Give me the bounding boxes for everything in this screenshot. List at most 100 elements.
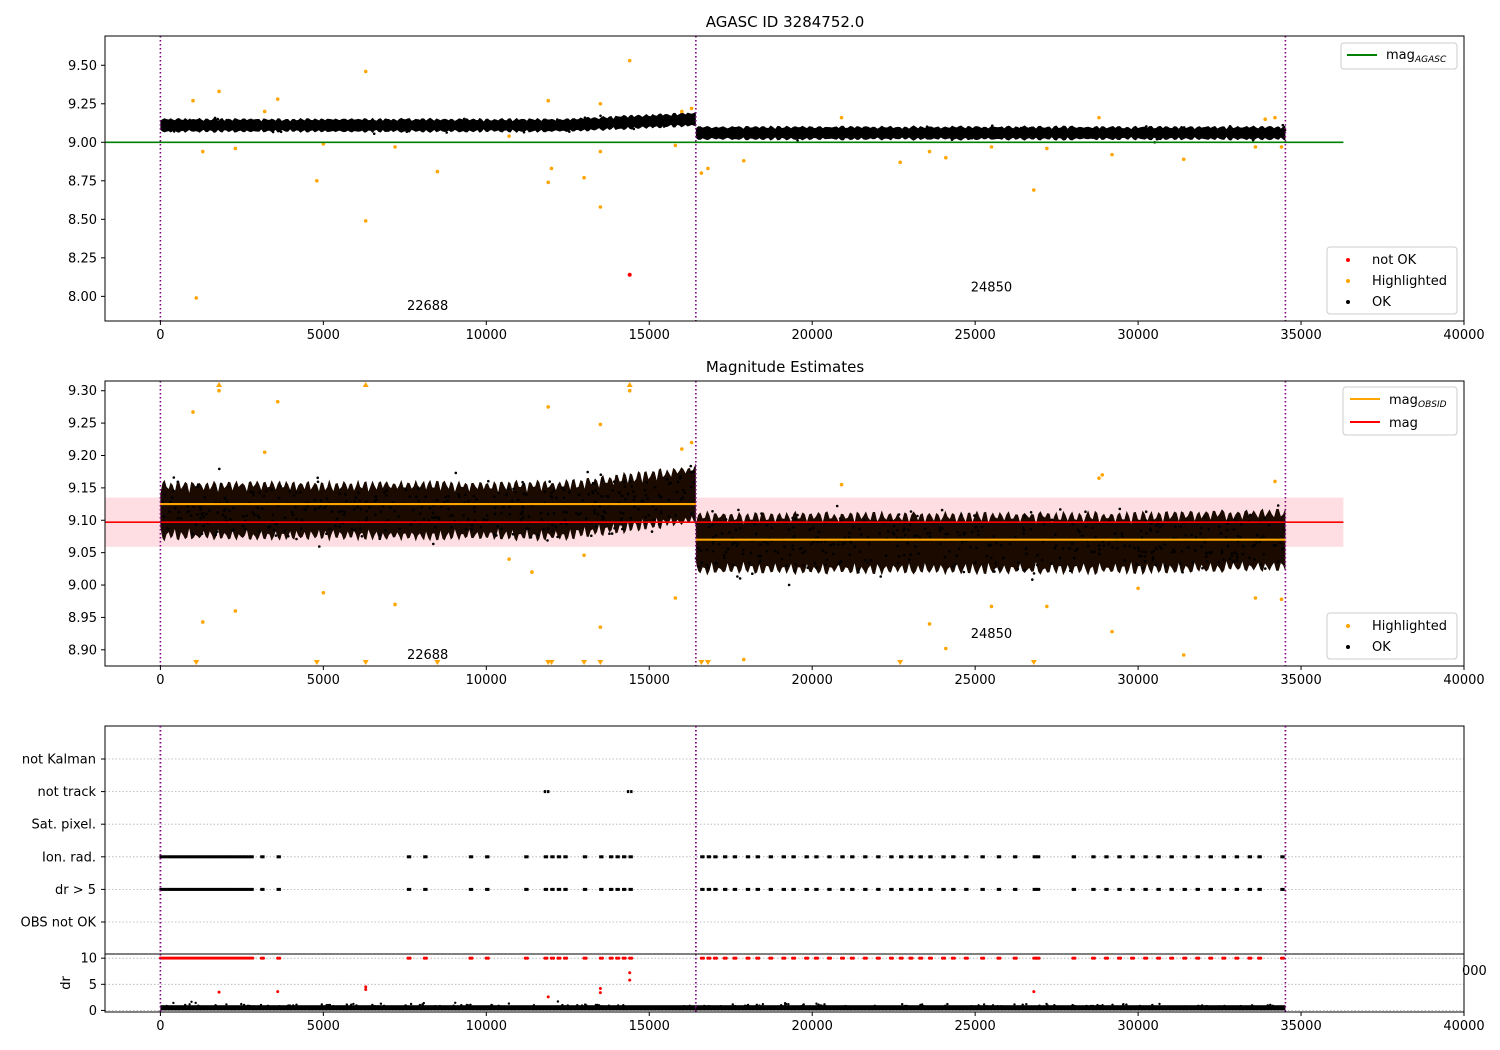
ok-point [1227, 544, 1230, 548]
flag-point [178, 887, 181, 891]
y-tick-label: 10 [80, 952, 97, 967]
flag-point [863, 855, 866, 859]
highlighted-point [989, 604, 994, 609]
flag-point [162, 855, 165, 859]
highlighted-point [680, 447, 684, 451]
highlighted-point [944, 646, 948, 651]
ok-point [765, 549, 769, 553]
ok-point [450, 526, 453, 529]
flag-point [584, 887, 588, 891]
ok-point [473, 125, 477, 128]
ok-point [348, 125, 351, 129]
dr-point [1125, 1003, 1128, 1006]
ok-point [374, 495, 378, 498]
flag-point [187, 887, 190, 891]
dr-point [901, 1003, 904, 1006]
ok-point [1205, 132, 1208, 136]
ok-point [675, 119, 679, 123]
flag-row-label: OBS not OK [21, 916, 97, 931]
highlighted-point [927, 149, 932, 154]
ok-point [864, 126, 868, 130]
ok-point [1220, 551, 1224, 555]
flag-point [827, 887, 830, 891]
ok-point [261, 507, 264, 511]
dr-clipped-point [1171, 956, 1175, 960]
flag-point [715, 887, 718, 891]
ok-point [173, 506, 177, 510]
ok-point [1086, 544, 1090, 548]
dr-clipped-point [1158, 956, 1162, 960]
ok-point [630, 485, 634, 488]
panel-agasc-title: AGASC ID 3284752.0 [706, 13, 865, 31]
flag-point [163, 887, 166, 891]
ok-point [623, 485, 627, 488]
ok-point [417, 499, 421, 503]
ok-band [160, 111, 696, 133]
ok-point [757, 554, 760, 558]
ok-point [508, 505, 512, 509]
ok-point [308, 126, 312, 130]
ok-point [215, 123, 218, 126]
ok-point [219, 483, 223, 487]
ok-point [1150, 129, 1153, 133]
dr-point [350, 1003, 353, 1006]
flag-point [190, 855, 193, 859]
flag-point [169, 855, 172, 859]
flag-point [700, 855, 703, 859]
flag-point [1208, 887, 1211, 891]
flag-point [215, 887, 218, 891]
flag-point [1106, 887, 1109, 891]
dr-outlier [364, 985, 368, 989]
ok-point [330, 510, 334, 513]
ok-point [711, 510, 714, 513]
obsid-label: 24850 [971, 627, 1012, 642]
flag-point [964, 855, 967, 859]
ok-point [1156, 530, 1159, 533]
ok-point [665, 477, 669, 481]
flag-point [1195, 887, 1198, 891]
ok-band [695, 125, 1286, 141]
flag-point [1184, 855, 1187, 859]
legend-label: OK [1372, 295, 1391, 310]
ok-point [412, 508, 415, 512]
ok-point [823, 540, 827, 543]
dr-point [660, 1006, 663, 1010]
y-tick-label: 9.15 [68, 481, 97, 496]
flag-point [900, 887, 904, 891]
dr-point [674, 1006, 677, 1010]
ok-point [796, 139, 799, 142]
ok-point [639, 121, 643, 125]
ok-point [838, 517, 842, 520]
ok-point [796, 513, 799, 517]
flag-point [617, 887, 620, 891]
ok-point [1170, 551, 1174, 554]
dr-point [904, 1004, 907, 1008]
ok-point [622, 512, 625, 515]
flag-point [770, 887, 773, 891]
flag-point [278, 887, 281, 891]
flag-point [1197, 855, 1200, 859]
ok-point [225, 123, 229, 127]
ok-point [993, 134, 997, 138]
flag-point [219, 855, 222, 859]
ok-point [799, 134, 803, 137]
flag-point [928, 887, 931, 891]
flag-point [1037, 855, 1041, 859]
dr-point [247, 1007, 251, 1010]
ok-point [463, 128, 467, 131]
ok-point [1203, 515, 1206, 519]
ok-point [943, 555, 947, 559]
ok-point [386, 518, 390, 522]
dr-point [313, 1005, 317, 1009]
ok-point [853, 545, 857, 548]
ok-point [168, 500, 172, 504]
panel-agasc: AGASC ID 3284752.0 22688 24850 0 5000 1000… [68, 13, 1485, 343]
dr-point [458, 1006, 461, 1009]
ok-point [1126, 135, 1129, 138]
ok-point [344, 492, 347, 496]
dr-point [1187, 1006, 1190, 1009]
ok-point [715, 128, 719, 131]
flag-point [165, 855, 168, 859]
ok-point [1233, 551, 1237, 554]
flag-point [1171, 887, 1174, 891]
